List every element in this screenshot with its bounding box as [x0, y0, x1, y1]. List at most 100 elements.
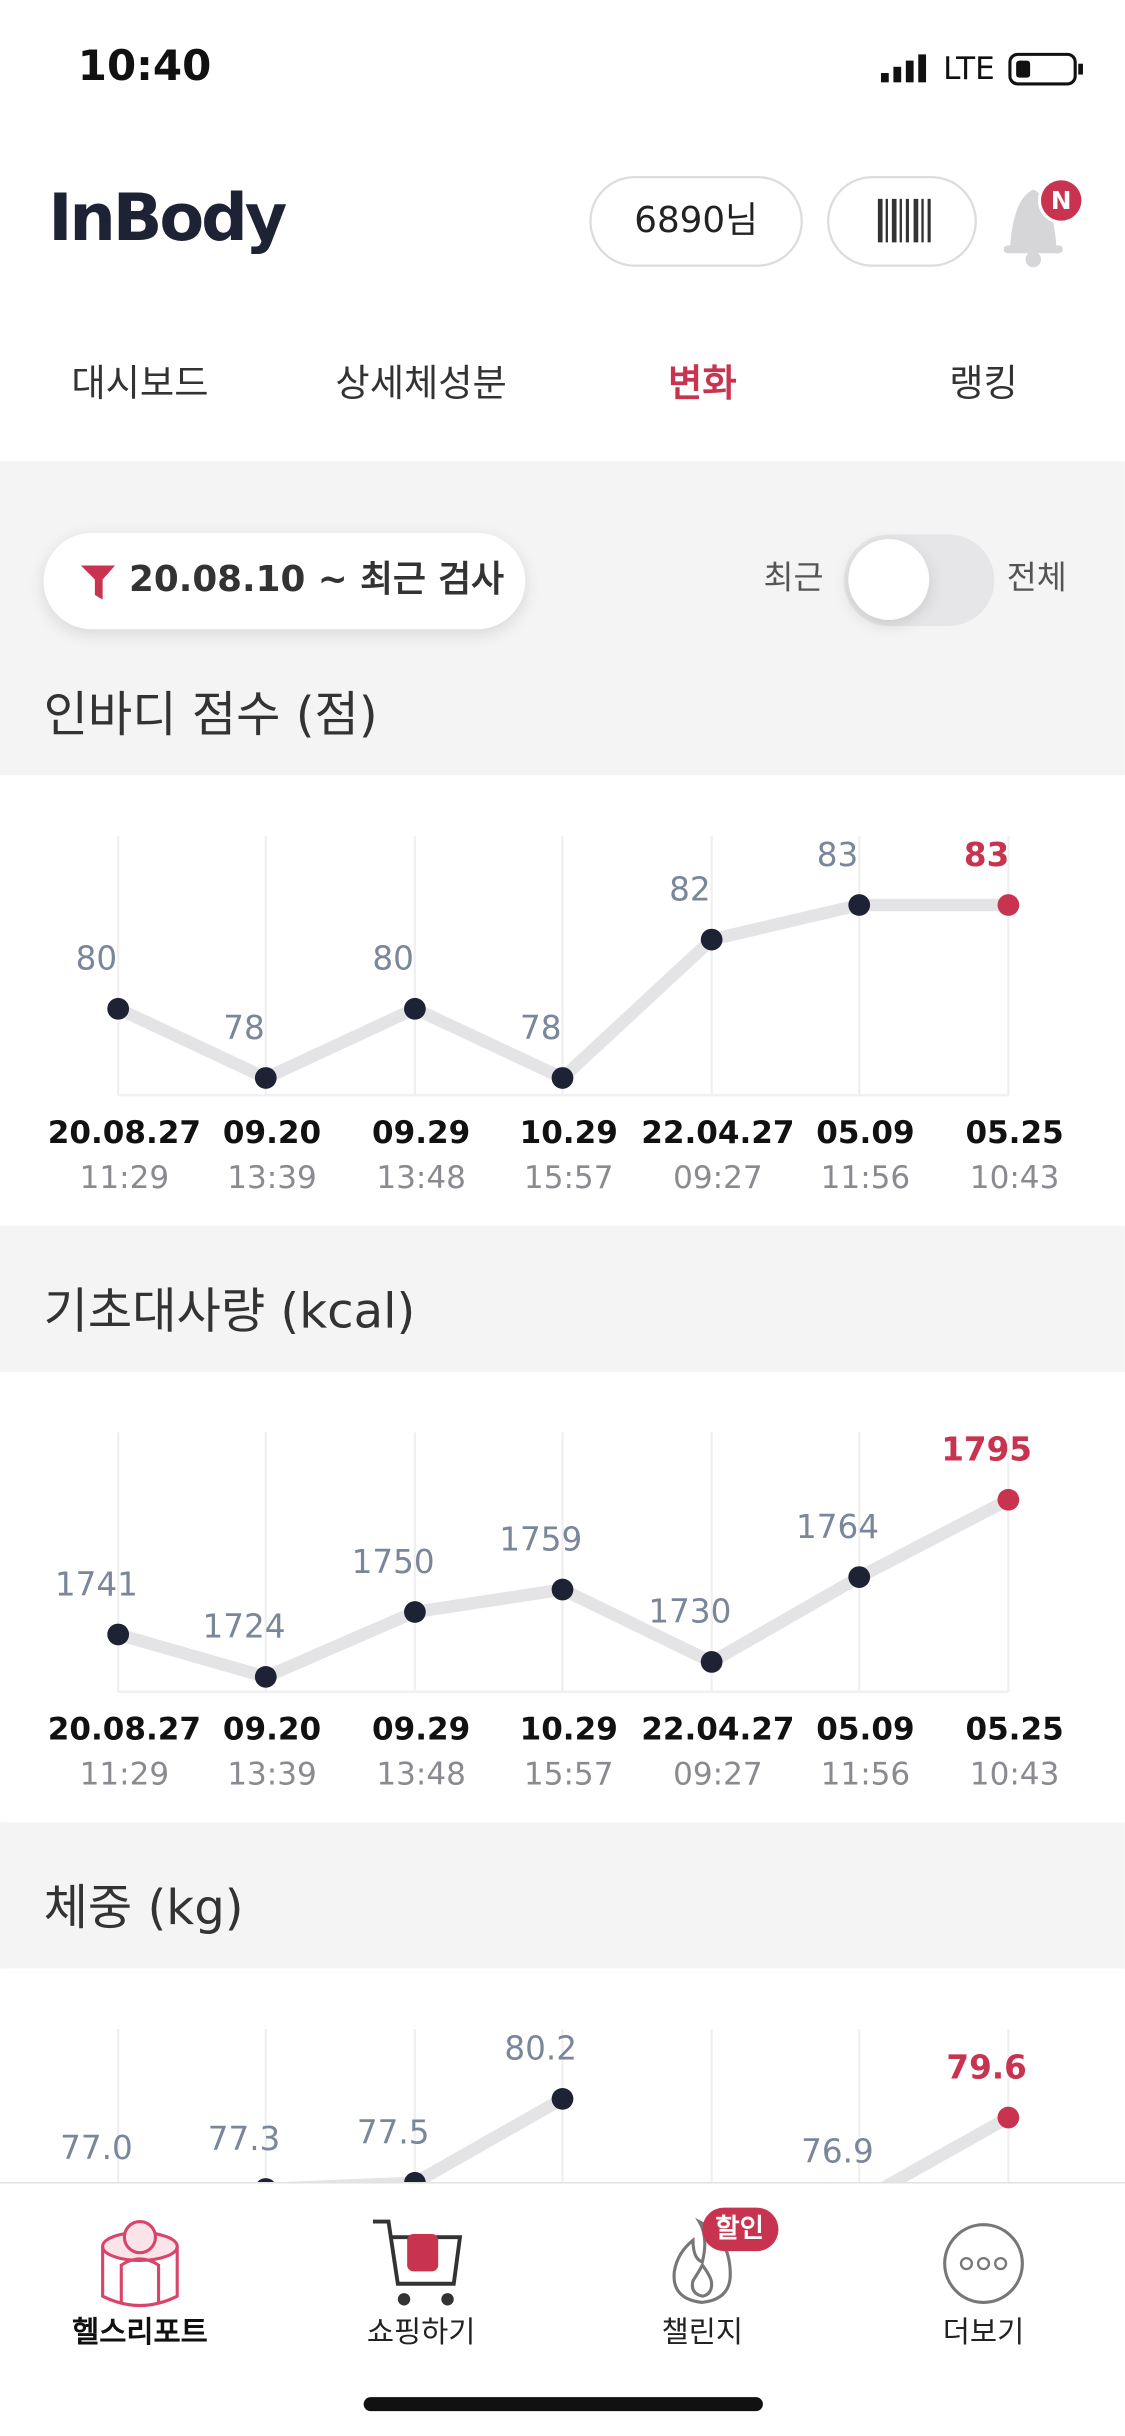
nav-label[interactable]: 더보기 [943, 2315, 1024, 2349]
data-label: 1795 [941, 1431, 1032, 1469]
data-label: 80 [372, 940, 414, 978]
x-tick-sublabel: 10:43 [970, 1757, 1060, 1793]
data-label: 83 [964, 836, 1009, 874]
section-title: 체중 (kg) [44, 1880, 244, 1936]
logo: InBody [48, 180, 286, 256]
data-point [107, 997, 130, 1020]
tab[interactable]: 상세체성분 [335, 361, 506, 405]
shopping-icon[interactable] [372, 2219, 463, 2306]
tab[interactable]: 대시보드 [71, 361, 208, 405]
x-tick-label: 20.08.27 [48, 1115, 201, 1151]
data-label: 1730 [648, 1593, 731, 1631]
data-point [254, 1665, 277, 1688]
data-point [551, 1067, 574, 1089]
data-label: 77.0 [60, 2129, 133, 2167]
data-label: 1759 [499, 1520, 582, 1558]
data-point [404, 997, 426, 1020]
x-tick-label: 22.04.27 [641, 1712, 794, 1748]
x-tick-label: 10.29 [520, 1712, 618, 1748]
data-label: 1741 [55, 1565, 138, 1603]
x-tick-label: 20.08.27 [48, 1712, 201, 1748]
x-tick-sublabel: 13:48 [376, 1757, 466, 1793]
data-point [700, 1651, 723, 1673]
tab-active[interactable]: 변화 [668, 361, 737, 405]
charts: 인바디 점수 (점) 80 78 80 78 82 83 83 20.08.27 09.20 09.… [0, 687, 1125, 2419]
data-point [848, 1566, 871, 1588]
x-tick-sublabel: 11:29 [80, 1757, 170, 1793]
toggle-label: 최근 [763, 558, 823, 596]
data-label: 79.6 [946, 2048, 1026, 2086]
section-title: 인바디 점수 (점) [44, 687, 378, 743]
x-tick-sublabel: 13:39 [227, 1757, 317, 1793]
toggle-label: 전체 [1007, 558, 1067, 596]
nav-label[interactable]: 헬스리포트 [72, 2315, 208, 2349]
x-tick-label: 09.20 [223, 1712, 321, 1748]
bell-icon[interactable] [1003, 177, 1085, 268]
filter-range[interactable]: 20.08.10 ~ 최근 검사 [129, 559, 504, 600]
battery-icon [1008, 52, 1083, 86]
x-tick-label: 22.04.27 [641, 1115, 794, 1151]
nav-badge: 할인 [715, 2213, 764, 2244]
x-tick-sublabel: 11:56 [821, 1160, 911, 1196]
x-tick-sublabel: 11:56 [821, 1757, 911, 1793]
data-point [404, 1601, 426, 1623]
section-title: 기초대사량 (kcal) [44, 1283, 416, 1339]
x-tick-sublabel: 13:39 [227, 1160, 317, 1196]
data-label: 77.3 [208, 2120, 281, 2158]
x-tick-sublabel: 10:43 [970, 1160, 1060, 1196]
data-point [254, 1067, 277, 1089]
x-tick-sublabel: 13:48 [376, 1160, 466, 1196]
notification-badge: N [1051, 186, 1072, 215]
data-label: 78 [520, 1009, 562, 1047]
data-label: 1750 [352, 1543, 435, 1581]
home-indicator [363, 2397, 763, 2412]
data-label: 1724 [203, 1608, 286, 1646]
x-tick-sublabel: 11:29 [80, 1160, 170, 1196]
nav-badge-bg [702, 2207, 779, 2252]
x-tick-sublabel: 09:27 [673, 1160, 763, 1196]
more-icon[interactable] [943, 2223, 1024, 2304]
x-tick-label: 05.25 [965, 1115, 1063, 1151]
tab[interactable]: 랭킹 [949, 361, 1018, 405]
data-point [997, 894, 1020, 916]
data-point [107, 1623, 130, 1646]
x-tick-label: 05.09 [816, 1115, 914, 1151]
data-label: 82 [669, 870, 711, 908]
user-name[interactable]: 6890님 [634, 200, 758, 241]
health-report-icon[interactable] [101, 2220, 179, 2307]
x-tick-label: 09.29 [372, 1712, 470, 1748]
x-tick-label: 05.09 [816, 1712, 914, 1748]
data-point [848, 894, 871, 916]
x-tick-label: 09.20 [223, 1115, 321, 1151]
nav-label[interactable]: 챌린지 [662, 2315, 743, 2349]
data-point [997, 2106, 1020, 2129]
x-tick-sublabel: 09:27 [673, 1757, 763, 1793]
data-point [700, 928, 723, 951]
data-label: 1764 [796, 1508, 879, 1546]
data-point [997, 1488, 1020, 1511]
filter-pill[interactable] [43, 532, 526, 630]
data-label: 78 [223, 1009, 265, 1047]
data-label: 77.5 [357, 2114, 430, 2152]
x-tick-label: 05.25 [965, 1712, 1063, 1748]
data-label: 80 [76, 940, 117, 978]
x-tick-sublabel: 15:57 [524, 1757, 614, 1793]
nav-label[interactable]: 쇼핑하기 [367, 2315, 476, 2349]
challenge-icon[interactable] [672, 2217, 732, 2304]
data-label: 76.9 [801, 2132, 874, 2170]
barcode-icon [877, 198, 931, 243]
x-tick-label: 09.29 [372, 1115, 470, 1151]
data-point [551, 1578, 574, 1601]
data-point [551, 2088, 574, 2110]
x-tick-label: 10.29 [520, 1115, 618, 1151]
user-pill[interactable] [589, 175, 803, 267]
toggle-knob[interactable] [848, 539, 930, 620]
x-tick-sublabel: 15:57 [524, 1160, 614, 1196]
signal-icon [880, 54, 927, 83]
data-label: 83 [817, 836, 859, 874]
status-time: 10:40 [78, 41, 212, 90]
bottom-nav: 헬스리포트 쇼핑하기 할인 챌린지 더보기 [0, 2181, 1125, 2436]
data-label: 80.2 [504, 2030, 577, 2068]
